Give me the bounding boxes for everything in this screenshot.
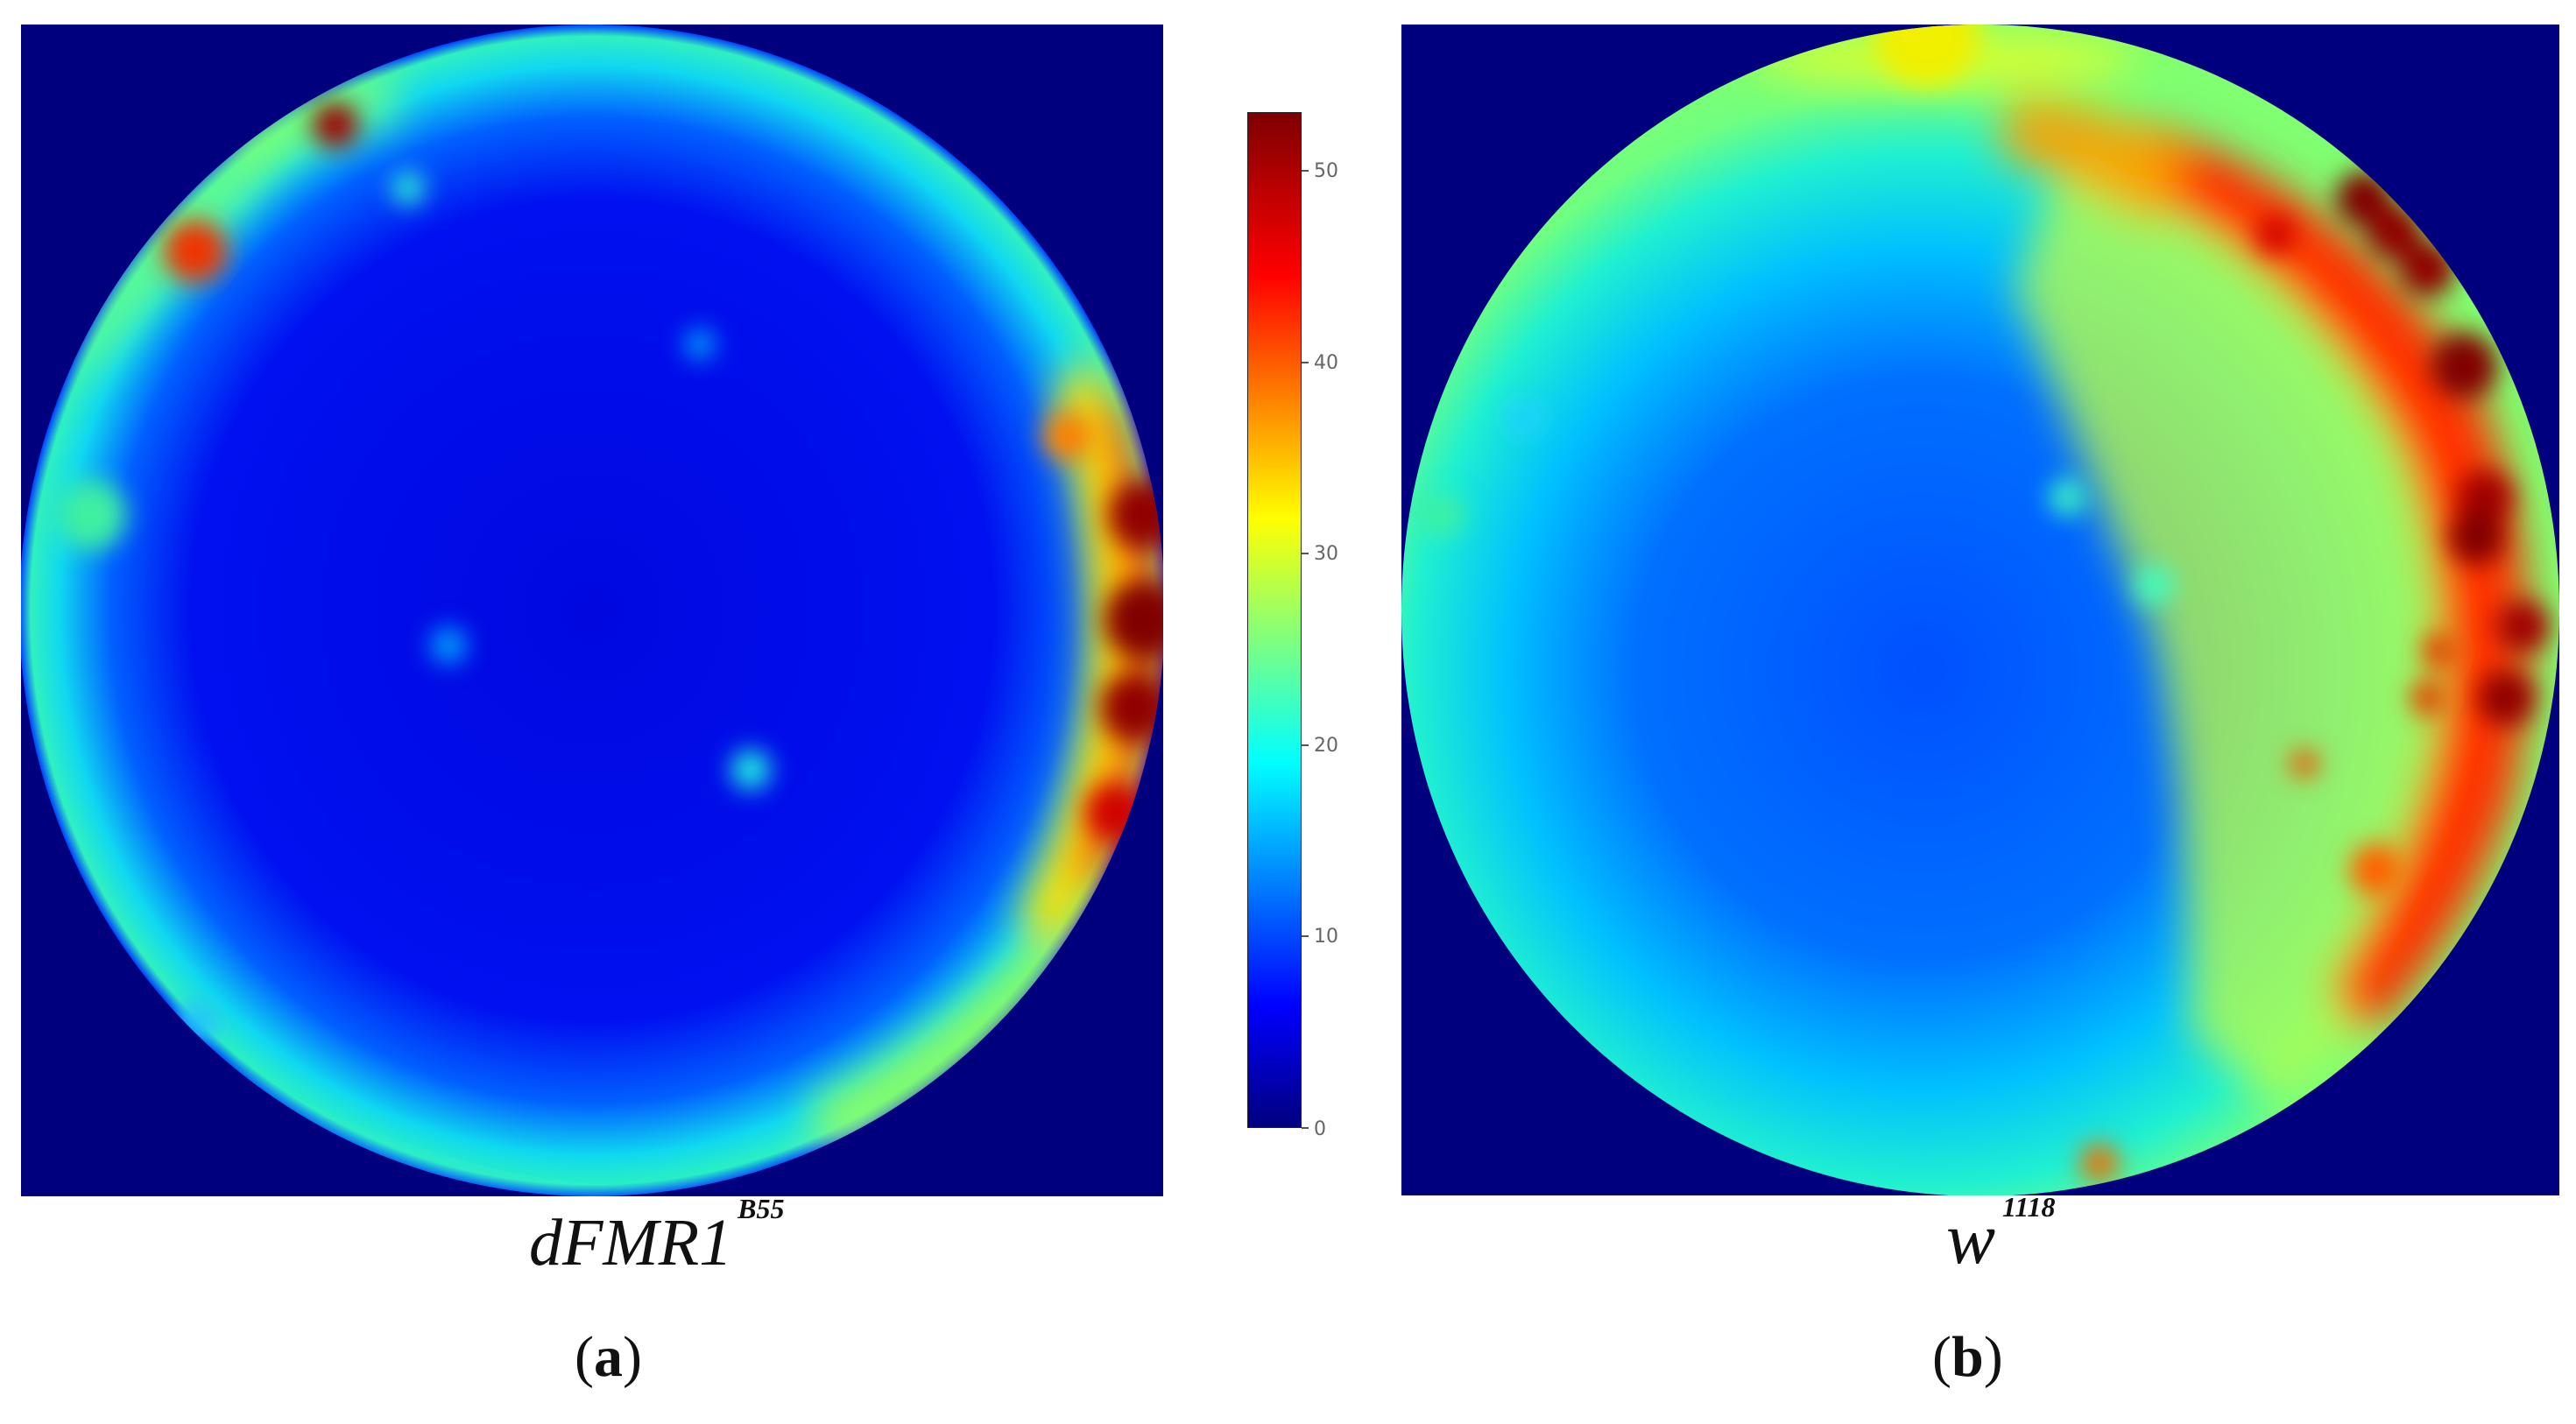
heatmap-a-svg — [21, 25, 1163, 1196]
colorbar-tick-label: 0 — [1314, 1118, 1326, 1140]
colorbar-tick-label: 30 — [1314, 543, 1338, 565]
sample-label-b: w 1118 — [1946, 1191, 2056, 1281]
allele-superscript: B55 — [738, 1193, 785, 1224]
sample-label-a: dFMR1 B55 — [529, 1193, 785, 1281]
panel-letter-text: b — [1951, 1325, 1984, 1389]
genotype-name: w — [1946, 1198, 1996, 1279]
panel-letter-a: (a) — [575, 1325, 642, 1389]
heatmap-b-svg — [1401, 25, 2559, 1195]
heatmap-panel-b — [1401, 25, 2559, 1195]
colorbar-tick-label: 10 — [1314, 926, 1338, 948]
colorbar-tick-label: 40 — [1314, 352, 1338, 374]
colorbar — [1247, 112, 1302, 1128]
colorbar-tick — [1302, 1127, 1309, 1129]
colorbar-tick-label: 50 — [1314, 160, 1338, 182]
colorbar-tick — [1302, 744, 1309, 746]
allele-superscript: 1118 — [2002, 1191, 2056, 1223]
colorbar-tick-label: 20 — [1314, 735, 1338, 757]
colorbar-tick — [1302, 553, 1309, 554]
colorbar-tick — [1302, 935, 1309, 937]
genotype-name: dFMR1 — [529, 1206, 733, 1279]
colorbar-tick — [1302, 362, 1309, 363]
panel-letter-b: (b) — [1932, 1325, 2003, 1389]
colorbar-tick — [1302, 170, 1309, 172]
heatmap-panel-a — [21, 25, 1163, 1196]
arena-a — [21, 25, 1163, 1196]
panel-letter-text: a — [593, 1325, 623, 1389]
